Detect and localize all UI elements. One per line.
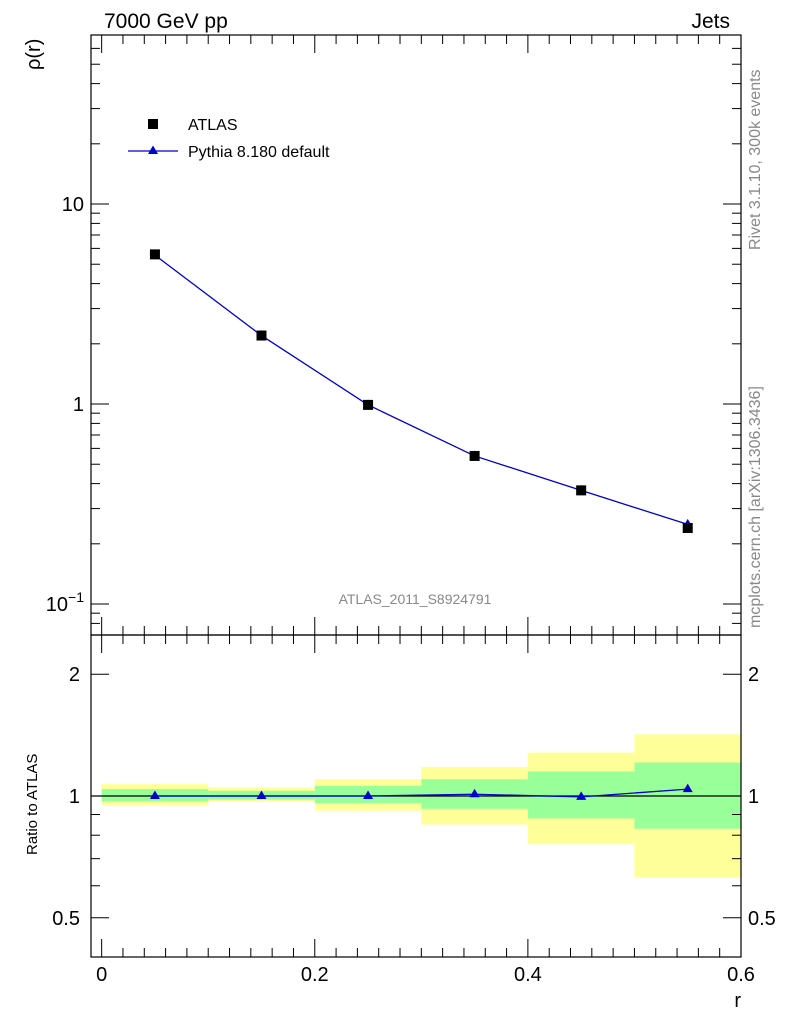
main-panel: ρ(r) 10−1 1 10 ATLAS_2011_S8924791 ATLAS P… xyxy=(23,34,742,636)
main-y-tick-label: 1 xyxy=(73,394,84,416)
x-tick-label: 0.2 xyxy=(301,964,329,986)
main-axis-ticks xyxy=(91,34,742,636)
ratio-y-tick-label-left: 1 xyxy=(69,786,80,808)
data-point-marker xyxy=(576,485,587,496)
rivet-version-text: Rivet 3.1.10, 300k events xyxy=(747,69,764,250)
header-right-text: Jets xyxy=(691,10,730,33)
ratio-mc-marker xyxy=(363,790,374,799)
x-axis-label: r xyxy=(734,990,741,1012)
main-y-tick-label: 10−1 xyxy=(46,589,84,616)
data-point-marker xyxy=(149,249,160,260)
data-point-marker xyxy=(363,399,374,410)
analysis-watermark: ATLAS_2011_S8924791 xyxy=(339,591,492,607)
legend: ATLAS Pythia 8.180 default xyxy=(128,117,330,161)
header-left-text: 7000 GeV pp xyxy=(104,10,228,33)
ratio-y-tick-label-left: 0.5 xyxy=(52,908,80,930)
ratio-mc-marker xyxy=(469,788,480,798)
ratio-panel: Ratio to ATLAS 0.5 0.5 1 1 2 2 0 0.2 0.4 0.6 r xyxy=(24,634,776,1012)
data-series-main xyxy=(149,249,693,533)
ratio-ylabel: Ratio to ATLAS xyxy=(24,754,41,855)
ratio-mc-marker xyxy=(682,783,693,793)
ratio-y-tick-label-right: 2 xyxy=(748,664,759,686)
legend-data-label: ATLAS xyxy=(188,117,238,134)
data-point-marker xyxy=(469,450,480,461)
ratio-mc-marker xyxy=(256,790,267,799)
legend-mc-label: Pythia 8.180 default xyxy=(188,144,330,161)
x-tick-label: 0 xyxy=(96,964,107,986)
mcplots-credit-text: mcplots.cern.ch [arXiv:1306.3436] xyxy=(747,386,764,628)
x-tick-label: 0.6 xyxy=(727,964,755,986)
data-point-marker xyxy=(256,330,267,341)
ratio-y-tick-label-right: 0.5 xyxy=(748,908,776,930)
ratio-mc-line xyxy=(154,788,688,798)
main-y-tick-labels: 10−1 1 10 xyxy=(46,194,84,616)
data-point-marker xyxy=(682,522,693,533)
main-ylabel: ρ(r) xyxy=(23,39,45,70)
x-tick-labels: 0 0.2 0.4 0.6 xyxy=(96,964,755,986)
legend-data-marker xyxy=(148,119,158,129)
ratio-y-tick-label-left: 2 xyxy=(69,664,80,686)
ratio-uncertainty-bands xyxy=(101,734,741,878)
ratio-mc-marker xyxy=(576,791,587,800)
ratio-frame xyxy=(90,634,742,958)
legend-mc-marker xyxy=(148,145,158,154)
mc-series-main xyxy=(149,249,693,528)
x-tick-label: 0.4 xyxy=(514,964,542,986)
ratio-mc-marker xyxy=(149,790,160,799)
ratio-y-tick-label-right: 1 xyxy=(748,786,759,808)
ratio-y-tick-labels: 0.5 0.5 1 1 2 2 xyxy=(52,664,776,930)
mc-series-ratio xyxy=(149,783,693,800)
mc-line xyxy=(154,254,688,526)
main-y-tick-label: 10 xyxy=(62,194,84,216)
ratio-axis-ticks xyxy=(91,635,742,958)
